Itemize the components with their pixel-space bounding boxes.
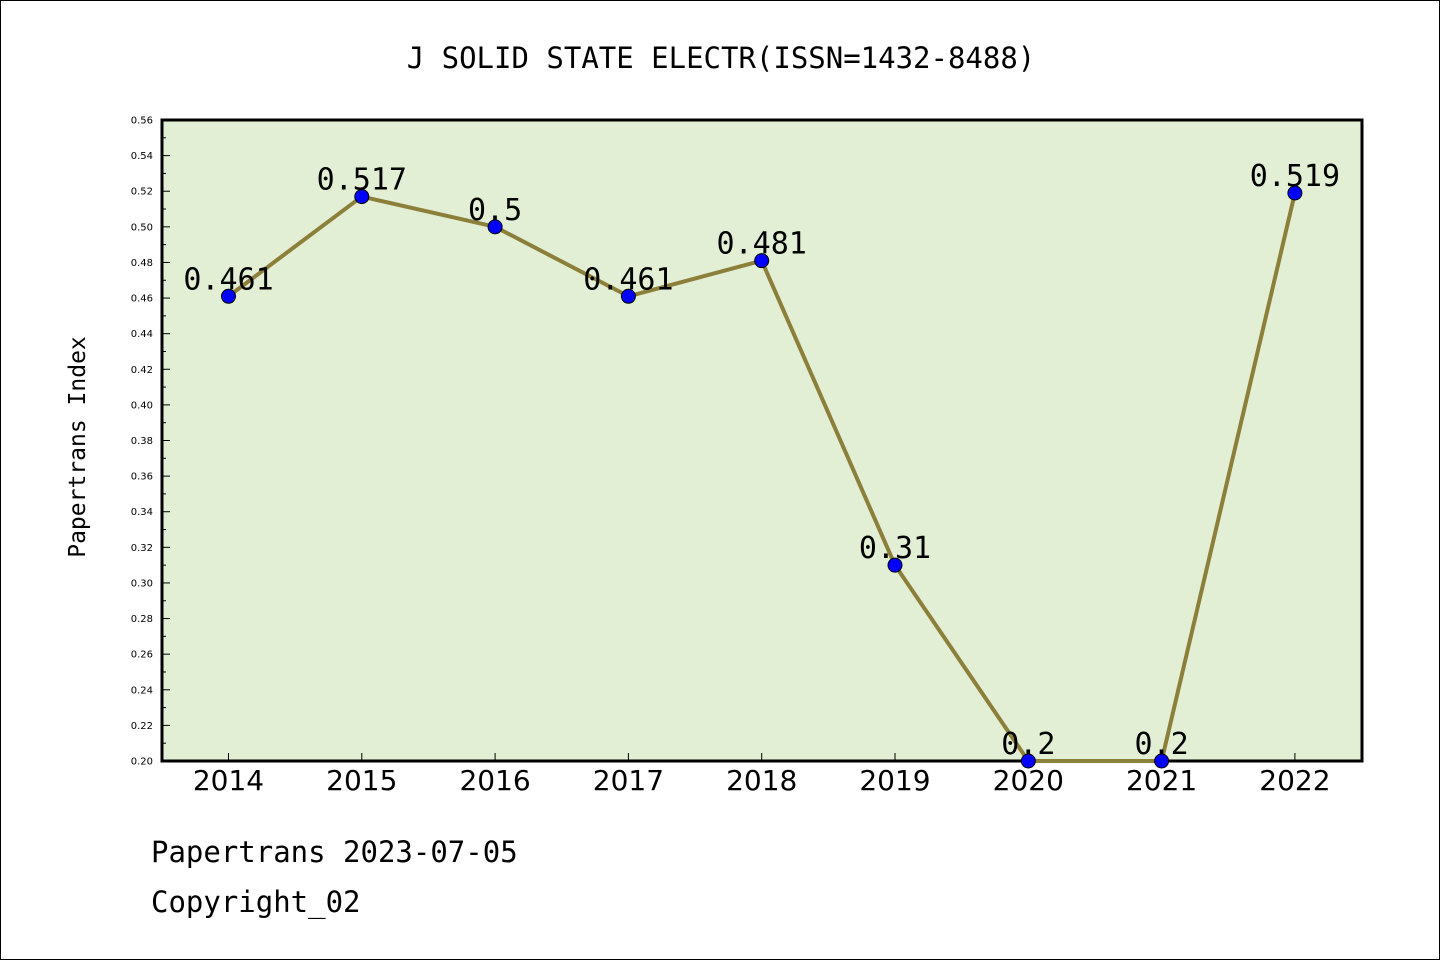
data-point [1154, 753, 1170, 769]
data-label: 0.461 [183, 262, 273, 297]
x-tick-label: 2022 [1259, 764, 1330, 797]
y-tick-label: 0.34 [131, 507, 153, 518]
chart-title: J SOLID STATE ELECTR(ISSN=1432-8488) [407, 41, 1036, 75]
footer-date: Papertrans 2023-07-05 [151, 835, 518, 869]
y-tick-label: 0.22 [131, 721, 153, 732]
data-point [1020, 753, 1036, 769]
y-tick-label: 0.54 [131, 151, 153, 162]
data-point [354, 189, 370, 205]
y-tick-label: 0.28 [131, 614, 153, 625]
data-point [221, 288, 236, 304]
data-label: 0.519 [1250, 159, 1340, 194]
data-label: 0.2 [1135, 727, 1189, 762]
data-point [754, 253, 770, 269]
x-tick-label: 2019 [859, 764, 930, 797]
data-label: 0.5 [468, 193, 522, 228]
y-tick-label: 0.32 [131, 543, 153, 554]
plot-area [160, 118, 1364, 763]
data-label: 0.2 [1001, 727, 1055, 762]
y-axis-ticks: 0.20 0.22 0.24 0.26 0.28 0.30 0.32 0.34 0.36 0.38… [131, 116, 170, 768]
y-tick-label: 0.46 [131, 294, 153, 305]
y-axis-label: Papertrans Index [65, 336, 91, 558]
y-tick-label: 0.44 [131, 329, 153, 340]
y-tick-label: 0.48 [131, 258, 153, 269]
y-tick-label: 0.52 [131, 187, 153, 198]
x-tick-label: 2015 [326, 764, 397, 797]
data-label: 0.461 [583, 262, 673, 297]
x-tick-label: 2021 [1126, 764, 1197, 797]
y-tick-label: 0.24 [131, 685, 153, 696]
y-tick-label: 0.30 [131, 578, 153, 589]
data-label: 0.31 [859, 531, 931, 566]
data-point [620, 288, 636, 304]
footer-copyright: Copyright_02 [151, 885, 361, 919]
data-labels: 0.461 0.517 0.5 0.461 0.481 0.31 0.2 0.2 0.519 [183, 159, 1340, 762]
data-series [221, 185, 1303, 769]
y-tick-label: 0.26 [131, 650, 153, 661]
data-label: 0.481 [717, 227, 807, 262]
x-tick-label: 2017 [593, 764, 664, 797]
x-tick-label: 2018 [726, 764, 797, 797]
x-axis-ticks: 2014 2015 2016 2017 2018 2019 2020 2021 2022 [193, 753, 1331, 797]
y-tick-label: 0.42 [131, 365, 153, 376]
x-tick-label: 2020 [993, 764, 1064, 797]
data-label: 0.517 [317, 163, 407, 198]
y-tick-label: 0.20 [131, 757, 153, 768]
y-tick-label: 0.36 [131, 472, 153, 483]
y-tick-label: 0.38 [131, 436, 153, 447]
y-tick-label: 0.40 [131, 400, 153, 411]
x-tick-label: 2016 [459, 764, 530, 797]
data-point [487, 219, 503, 235]
y-tick-label: 0.50 [131, 222, 153, 233]
data-point [887, 557, 903, 573]
y-tick-label: 0.56 [131, 116, 153, 127]
x-tick-label: 2014 [193, 764, 264, 797]
data-point [1287, 185, 1303, 201]
